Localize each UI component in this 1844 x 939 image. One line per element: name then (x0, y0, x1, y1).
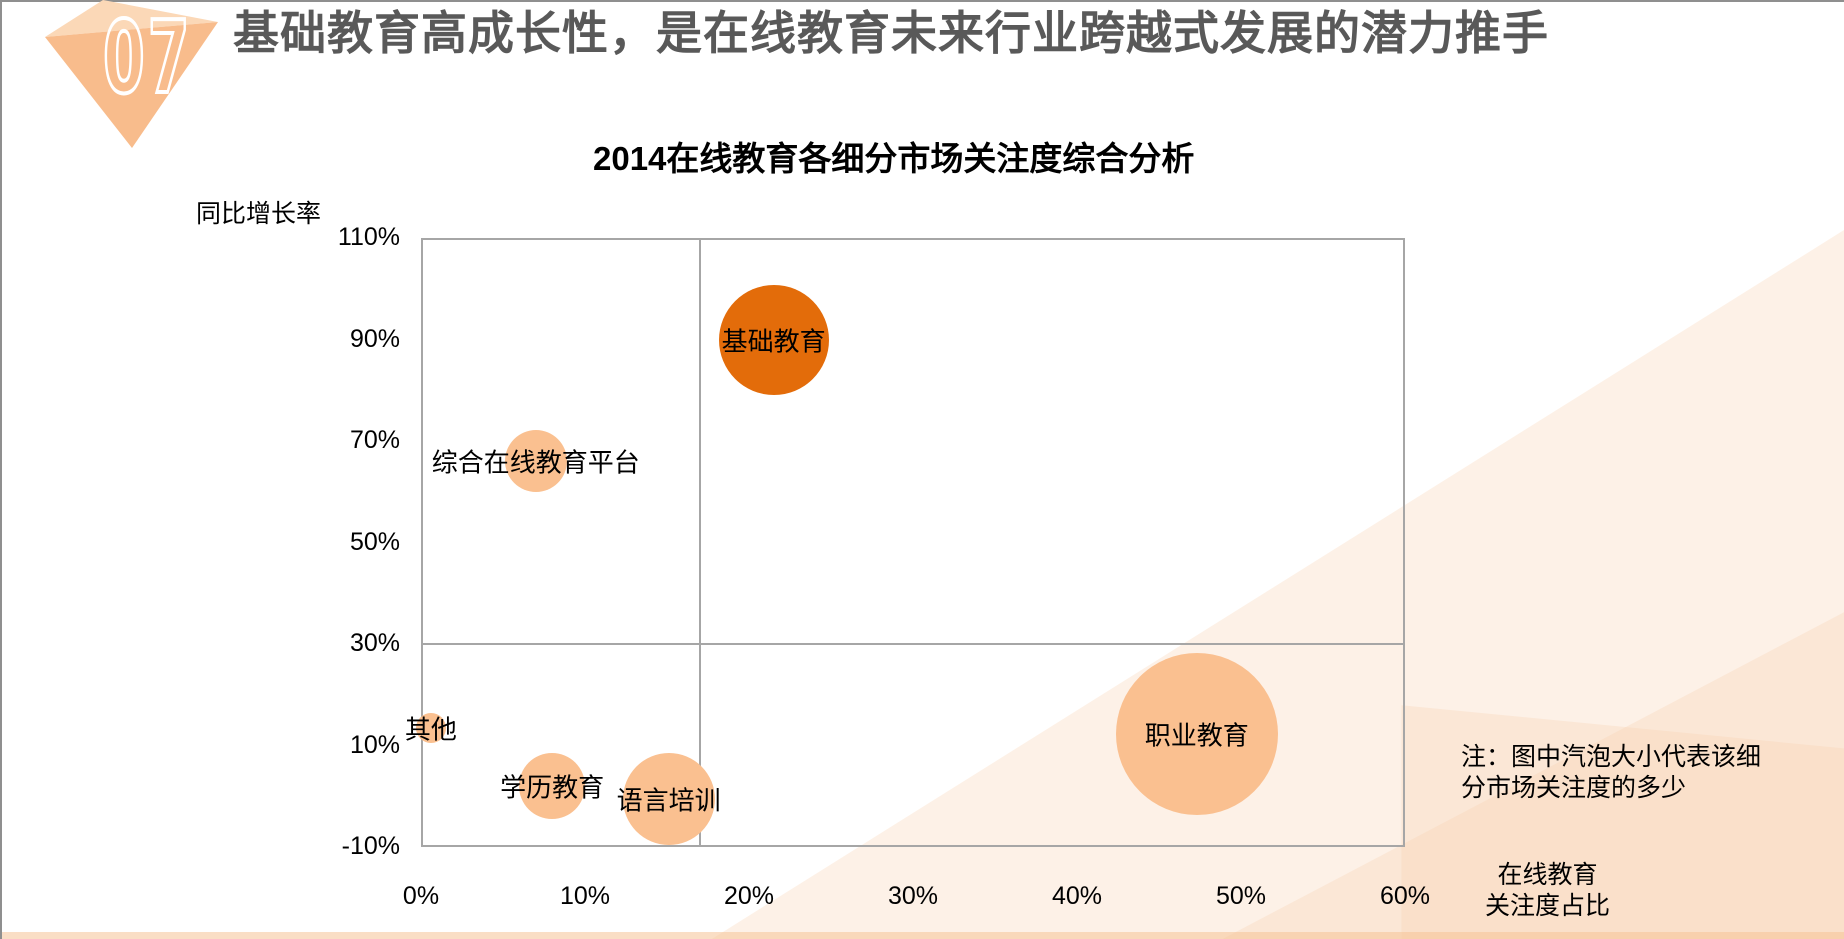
x-tick-label: 60% (1379, 882, 1431, 910)
bubble-综合在线教育平台 (504, 430, 567, 493)
bubble-基础教育 (718, 284, 829, 395)
bubble-职业教育 (1115, 652, 1278, 815)
y-tick-label: 110% (337, 223, 400, 251)
chart-title: 2014在线教育各细分市场关注度综合分析 (593, 140, 1195, 177)
bubble-label-基础教育: 基础教育 (721, 326, 826, 356)
bubble-label-综合在线教育平台: 综合在线教育平台 (431, 447, 640, 478)
bubble-label-学历教育: 学历教育 (500, 772, 605, 803)
x-tick-label: 50% (1215, 882, 1267, 910)
window-left-edge (0, 0, 2, 939)
x-axis-title: 在线教育 关注度占比 (1455, 860, 1640, 922)
y-tick-label: 50% (349, 527, 400, 556)
slide-number: 07 (102, 0, 193, 116)
quadrant-divider-vertical (698, 238, 701, 847)
y-tick-label: 70% (349, 426, 400, 454)
x-axis-title-line1: 在线教育 (1497, 861, 1598, 889)
x-tick-label: 30% (887, 882, 939, 910)
bubble-label-语言培训: 语言培训 (616, 785, 721, 816)
chart-note: 注：图中汽泡大小代表该细 分市场关注度的多少 (1461, 742, 1761, 804)
x-tick-label: 10% (559, 882, 611, 910)
bubble-学历教育 (519, 753, 586, 820)
y-tick-label: -10% (341, 832, 400, 860)
bubble-其他 (415, 712, 446, 743)
window-top-edge (0, 0, 1844, 2)
x-tick-label: 0% (402, 882, 440, 910)
plot-border (421, 238, 1405, 847)
bubble-语言培训 (622, 752, 715, 845)
quadrant-divider-horizontal (421, 643, 1405, 645)
y-tick-label: 10% (349, 730, 400, 759)
chart-note-line2: 分市场关注度的多少 (1461, 774, 1687, 802)
y-tick-label: 30% (349, 629, 400, 657)
chart-note-line1: 注：图中汽泡大小代表该细 (1461, 743, 1762, 771)
y-tick-label: 90% (349, 324, 400, 353)
bubble-label-其他: 其他 (404, 714, 457, 745)
bubble-label-职业教育: 职业教育 (1144, 720, 1249, 751)
x-tick-label: 40% (1051, 882, 1103, 910)
x-tick-label: 20% (723, 882, 775, 910)
page-title: 基础教育高成长性，是在线教育未来行业跨越式发展的潜力推手 (233, 7, 1549, 59)
x-axis-title-line2: 关注度占比 (1484, 892, 1610, 920)
slide-number-triangle (0, 0, 260, 170)
bottom-accent-strip (0, 932, 1844, 939)
y-axis-title: 同比增长率 (196, 200, 322, 228)
